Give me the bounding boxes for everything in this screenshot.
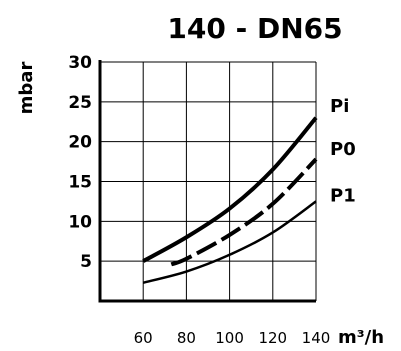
chart-title: 140 - DN65 <box>167 12 342 45</box>
x-tick-label-100: 100 <box>215 329 244 347</box>
series-line-p1 <box>142 200 317 284</box>
series-layer <box>142 116 318 284</box>
series-label-pi: Pi <box>330 96 349 117</box>
series-label-p1: P1 <box>330 185 356 206</box>
x-tick-label-140: 140 <box>302 329 331 347</box>
series-label-p0: P0 <box>330 139 356 160</box>
y-tick-label-25: 25 <box>68 93 92 113</box>
series-line-p0 <box>170 157 318 267</box>
legend-layer: Pi P0 P1 <box>330 96 356 207</box>
x-tick-label-60: 60 <box>134 329 153 347</box>
y-tick-label-20: 20 <box>68 133 92 153</box>
tick-layer: 5 10 15 20 25 30 60 80 100 120 140 <box>68 53 330 347</box>
y-tick-label-10: 10 <box>68 212 92 232</box>
y-tick-label-15: 15 <box>68 173 92 193</box>
series-line-pi <box>142 116 318 263</box>
y-tick-label-5: 5 <box>80 252 92 272</box>
x-axis-label: m³/h <box>338 327 384 348</box>
grid-layer <box>100 61 317 301</box>
y-tick-label-30: 30 <box>68 53 92 73</box>
x-tick-label-120: 120 <box>258 329 287 347</box>
axis-layer <box>98 60 316 303</box>
x-tick-label-80: 80 <box>177 329 196 347</box>
y-axis-label: mbar <box>16 62 37 115</box>
